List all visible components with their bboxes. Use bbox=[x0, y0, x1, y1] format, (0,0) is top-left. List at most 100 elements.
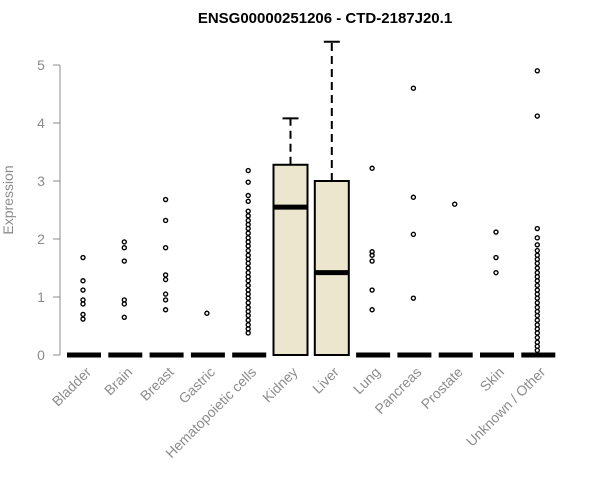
box-prostate bbox=[438, 201, 473, 358]
outlier-point bbox=[534, 322, 540, 328]
outlier-point bbox=[245, 230, 251, 236]
outlier-point bbox=[410, 85, 417, 91]
y-tick-label: 3 bbox=[37, 173, 45, 189]
y-axis-label: Expression bbox=[0, 165, 16, 234]
outlier-point bbox=[369, 258, 375, 264]
outlier-point bbox=[162, 291, 169, 297]
outlier-point bbox=[534, 282, 540, 289]
outlier-point bbox=[245, 213, 251, 219]
box-bladder bbox=[67, 254, 101, 358]
outlier-point bbox=[162, 244, 169, 251]
outlier-point bbox=[410, 295, 417, 301]
box-pancreas bbox=[397, 85, 432, 358]
outlier-point bbox=[534, 300, 540, 306]
outlier-point bbox=[534, 334, 540, 341]
outlier-point bbox=[534, 68, 540, 74]
outlier-point bbox=[121, 239, 128, 245]
outlier-point bbox=[369, 307, 375, 313]
x-tick-label: Breast bbox=[137, 364, 177, 404]
outlier-point bbox=[162, 272, 169, 278]
outlier-point bbox=[121, 244, 128, 251]
y-axis: 0 1 2 3 4 5 bbox=[37, 57, 61, 363]
outlier-point bbox=[534, 265, 540, 271]
outlier-point bbox=[493, 269, 499, 276]
outlier-point bbox=[534, 242, 540, 248]
outlier-point bbox=[245, 252, 251, 258]
outlier-point bbox=[245, 304, 251, 311]
box-hematopoietic-cells bbox=[232, 167, 267, 358]
outlier-point bbox=[204, 310, 210, 316]
y-tick-label: 0 bbox=[37, 347, 45, 363]
x-tick-label: Lung bbox=[350, 364, 383, 397]
outlier-point bbox=[452, 201, 458, 207]
y-tick-label: 5 bbox=[37, 57, 45, 73]
outlier-point bbox=[245, 317, 251, 323]
outlier-point bbox=[80, 297, 86, 303]
outlier-point bbox=[121, 258, 128, 264]
outlier-point bbox=[245, 269, 251, 276]
outlier-point bbox=[245, 198, 251, 205]
outlier-point bbox=[534, 287, 540, 293]
outlier-point bbox=[162, 217, 169, 224]
outlier-point bbox=[245, 300, 251, 306]
box-breast bbox=[149, 196, 184, 358]
outlier-point bbox=[80, 278, 86, 284]
outlier-point bbox=[534, 247, 540, 254]
outlier-point bbox=[534, 225, 540, 232]
outlier-point bbox=[121, 314, 128, 320]
box-body bbox=[272, 163, 309, 356]
x-tick-label: Brain bbox=[101, 364, 135, 398]
box-brain bbox=[108, 239, 143, 358]
outlier-point bbox=[245, 167, 251, 174]
outlier-point bbox=[245, 192, 251, 199]
box-unknown-other bbox=[521, 68, 556, 358]
outlier-point bbox=[245, 247, 251, 254]
x-tick-label: Skin bbox=[477, 364, 508, 395]
box-kidney bbox=[272, 117, 309, 356]
y-tick-label: 4 bbox=[37, 115, 45, 131]
outlier-point bbox=[245, 287, 251, 293]
outlier-point bbox=[534, 269, 540, 276]
outlier-point bbox=[410, 231, 417, 238]
outlier-point bbox=[245, 179, 251, 185]
outlier-point bbox=[534, 252, 540, 258]
outlier-point bbox=[534, 235, 540, 241]
y-tick-label: 1 bbox=[37, 289, 45, 305]
x-tick-label: Prostate bbox=[418, 364, 466, 412]
outlier-point bbox=[162, 297, 169, 303]
outlier-point bbox=[162, 196, 169, 203]
outlier-point bbox=[534, 113, 540, 119]
box-lung bbox=[356, 165, 391, 358]
outlier-point bbox=[162, 276, 169, 283]
chart-title: ENSG00000251206 - CTD-2187J20.1 bbox=[198, 10, 452, 27]
x-tick-label: Liver bbox=[309, 364, 342, 397]
outlier-point bbox=[245, 235, 251, 241]
outlier-point bbox=[245, 265, 251, 271]
x-tick-label: Kidney bbox=[259, 364, 301, 406]
outlier-point bbox=[369, 165, 375, 171]
outlier-point bbox=[493, 254, 499, 261]
outlier-point bbox=[534, 304, 540, 311]
outlier-point bbox=[369, 249, 375, 255]
outlier-point bbox=[80, 311, 86, 318]
outlier-point bbox=[369, 287, 375, 293]
outlier-point bbox=[245, 322, 251, 328]
box-body bbox=[313, 180, 350, 356]
outlier-point bbox=[162, 307, 169, 313]
outlier-point bbox=[245, 282, 251, 289]
outlier-point bbox=[80, 254, 86, 261]
outlier-point bbox=[245, 208, 251, 214]
outlier-point bbox=[534, 339, 540, 345]
plot-area bbox=[67, 40, 556, 358]
outlier-point bbox=[534, 317, 540, 323]
box-gastric bbox=[190, 310, 225, 358]
outlier-point bbox=[245, 217, 251, 224]
outlier-point bbox=[80, 316, 86, 322]
box-skin bbox=[480, 229, 514, 358]
outlier-point bbox=[121, 297, 128, 303]
box-liver bbox=[313, 40, 350, 356]
x-tick-label: Bladder bbox=[49, 364, 95, 410]
outlier-point bbox=[410, 194, 417, 200]
